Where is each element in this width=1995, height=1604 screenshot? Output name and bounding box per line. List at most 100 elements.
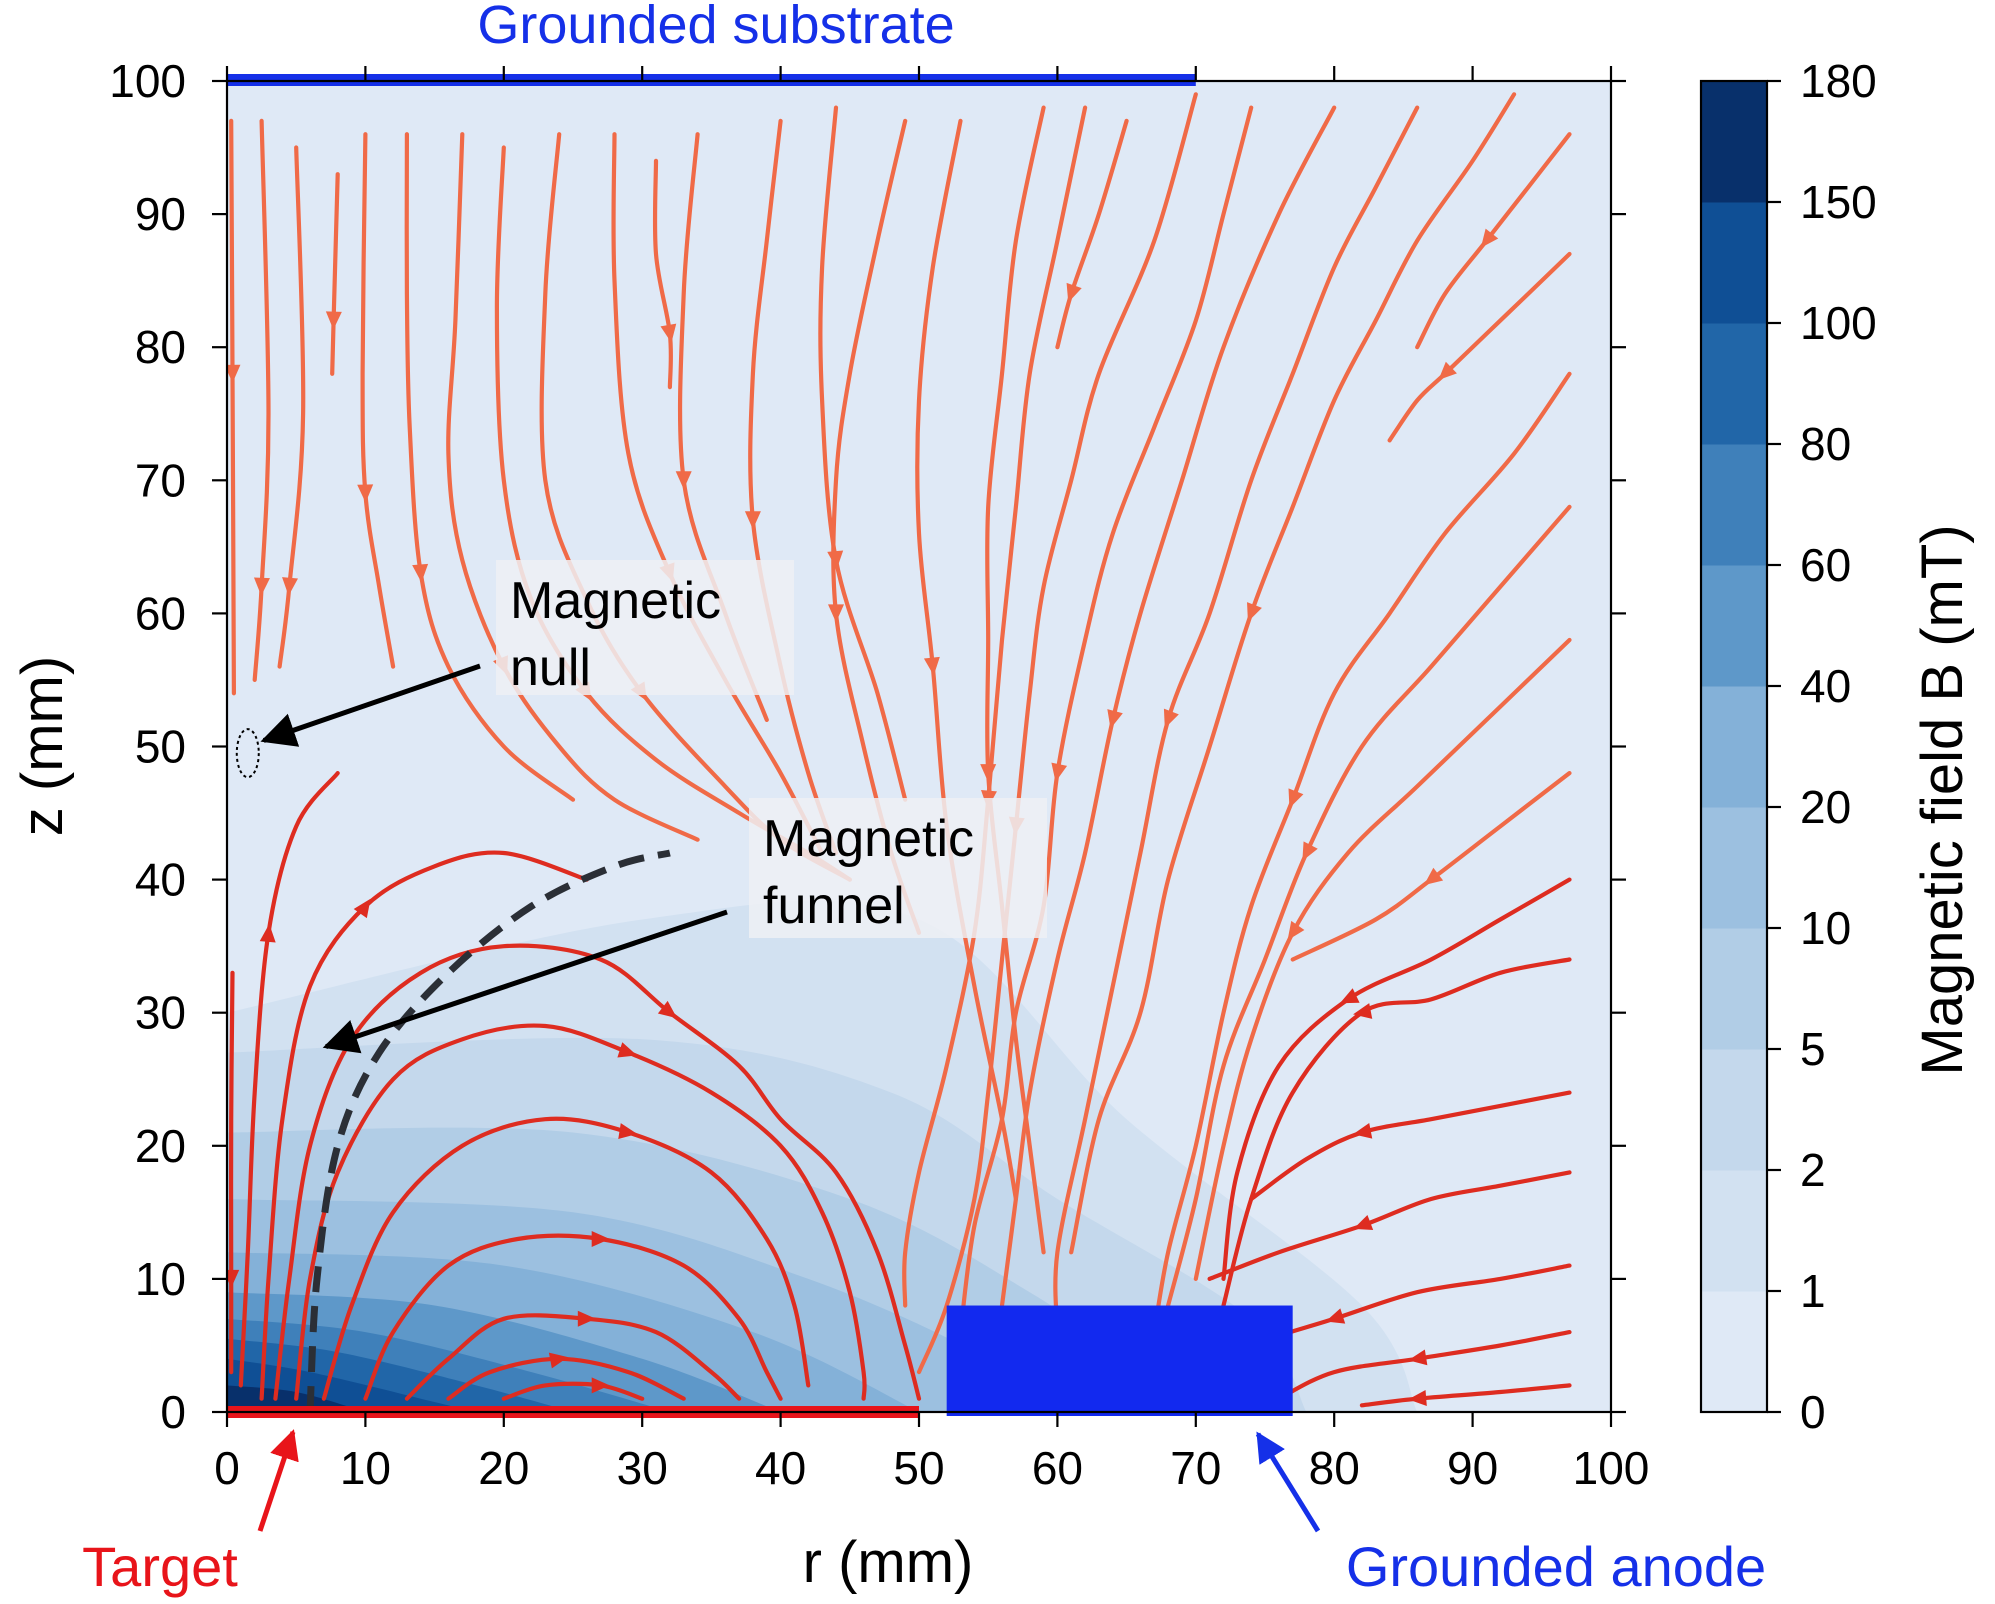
field-line-arrow-12 <box>675 471 692 490</box>
field-lines <box>227 92 1572 1408</box>
field-line-arrow-19 <box>1066 282 1082 303</box>
colorbar-tick-label-100: 100 <box>1800 297 1877 349</box>
field-line-arrow-15 <box>828 604 844 623</box>
target-arrow <box>257 1429 299 1532</box>
colorbar-band-0 <box>1701 1291 1767 1413</box>
y-axis-label: z (mm) <box>10 656 75 836</box>
field-line-arrow-5 <box>357 484 374 503</box>
x-tick-label-0: 0 <box>214 1442 240 1494</box>
colorbar-tick-label-10: 10 <box>1800 902 1851 954</box>
field-line-47 <box>501 1381 645 1401</box>
colorbar-tick-label-1: 1 <box>1800 1265 1826 1317</box>
annotation-box-2 <box>749 798 1047 938</box>
colorbar-tick-label-150: 150 <box>1800 176 1877 228</box>
y-tick-label-90: 90 <box>135 188 186 240</box>
field-line-20 <box>916 92 1198 1375</box>
colorbar-band-20 <box>1701 686 1767 808</box>
field-line-arrow-44 <box>591 1231 610 1247</box>
field-line-arrow-42 <box>617 1042 637 1058</box>
field-line-40 <box>259 850 589 1401</box>
annotation-box-1 <box>496 560 794 695</box>
colorbar-band-80 <box>1701 323 1767 445</box>
colorbar-tick-label-80: 80 <box>1800 418 1851 470</box>
magnetic-funnel-line <box>235 728 671 1412</box>
field-line-24 <box>1069 92 1517 1255</box>
anode-arrow <box>1255 1431 1321 1533</box>
field-line-18 <box>902 105 1088 1308</box>
field-line-arrow-16 <box>923 656 940 676</box>
field-line-arrow-25 <box>1480 228 1499 248</box>
field-line-arrow-4 <box>325 311 342 330</box>
colorbar-band-150 <box>1701 81 1767 203</box>
x-tick-label-100: 100 <box>1573 1442 1650 1494</box>
field-line-arrow-23 <box>1163 708 1179 729</box>
field-line-arrow-22 <box>1107 709 1123 729</box>
field-line-arrow-29 <box>1287 920 1305 941</box>
colorbar: 0 1 2 5 10 20 40 60 80 100 150 180 Magnetic field B … <box>1699 55 1975 1438</box>
y-tick-label-80: 80 <box>135 321 186 373</box>
field-line-17 <box>985 105 1046 1255</box>
field-line-arrow-45 <box>577 1310 596 1327</box>
electrode-regions <box>227 74 1293 1418</box>
field-line-arrow-35 <box>1325 1308 1346 1324</box>
colorbar-tick-label-2: 2 <box>1800 1144 1826 1196</box>
field-line-arrow-28 <box>1302 841 1318 861</box>
colorbar-band-5 <box>1701 928 1767 1050</box>
annotation-arrow-2 <box>322 909 728 1054</box>
field-line-14 <box>818 105 908 802</box>
field-line-29 <box>1193 637 1572 1281</box>
annotation-text-1-1: Magnetic <box>510 572 721 630</box>
magnetic-null-marker <box>235 728 260 779</box>
field-line-33 <box>1249 1090 1572 1202</box>
field-line-arrow-27 <box>1288 788 1304 809</box>
field-line-arrow-41 <box>657 1000 678 1019</box>
colorbar-tick-label-180: 180 <box>1800 55 1877 107</box>
y-tick-label-40: 40 <box>135 854 186 906</box>
x-axis-label: r (mm) <box>803 1530 974 1595</box>
plot-axes: 0 10 20 30 40 50 60 70 80 90 100 0 10 20 30 40 50 60 70 80 9… <box>10 55 1649 1595</box>
x-tick-label-10: 10 <box>340 1442 391 1494</box>
field-line-6 <box>404 132 576 802</box>
x-tick-label-90: 90 <box>1447 1442 1498 1494</box>
field-line-arrow-2 <box>253 577 270 596</box>
field-line-arrow-32 <box>1353 1003 1373 1019</box>
x-tick-label-30: 30 <box>617 1442 668 1494</box>
anode-block <box>946 1305 1293 1416</box>
field-line-39 <box>238 771 340 1388</box>
colorbar-band-1 <box>1701 1170 1767 1292</box>
colorbar-frame <box>1699 79 1769 1414</box>
x-tick-label-40: 40 <box>755 1442 806 1494</box>
field-line-arrow-33 <box>1353 1122 1373 1139</box>
field-line-31 <box>1221 877 1572 1281</box>
field-line-arrow-24 <box>1247 602 1262 622</box>
field-line-43 <box>321 1116 811 1401</box>
field-line-19 <box>1055 118 1129 350</box>
colorbar-band-40 <box>1701 565 1767 687</box>
x-tick-label-80: 80 <box>1309 1442 1360 1494</box>
annotation-text-2-2: funnel <box>763 877 905 935</box>
field-line-5 <box>360 132 396 669</box>
field-line-42 <box>294 1023 867 1401</box>
magnetic-funnel-dashed <box>306 849 671 1412</box>
annotation-arrow-1 <box>260 663 481 747</box>
field-line-37 <box>1359 1383 1572 1408</box>
field-line-23 <box>1053 105 1420 1335</box>
field-line-1 <box>229 118 236 696</box>
field-line-arrow-47 <box>591 1377 610 1394</box>
field-line-arrow-30 <box>1423 867 1444 886</box>
field-line-arrow-6 <box>412 563 429 583</box>
field-line-10 <box>611 132 825 856</box>
field-line-arrow-11 <box>660 323 677 343</box>
colorbar-band-60 <box>1701 444 1767 566</box>
colorbar-tick-label-20: 20 <box>1800 781 1851 833</box>
field-line-2 <box>252 118 271 682</box>
field-line-arrow-21 <box>1051 762 1068 782</box>
field-line-26 <box>1387 251 1572 443</box>
field-line-arrow-3 <box>282 577 298 596</box>
colorbar-band-10 <box>1701 807 1767 929</box>
field-line-arrow-43 <box>618 1123 638 1139</box>
field-line-7 <box>446 132 700 842</box>
colorbar-label: Magnetic field B (mT) <box>1910 524 1975 1075</box>
field-line-arrow-1 <box>227 364 241 383</box>
